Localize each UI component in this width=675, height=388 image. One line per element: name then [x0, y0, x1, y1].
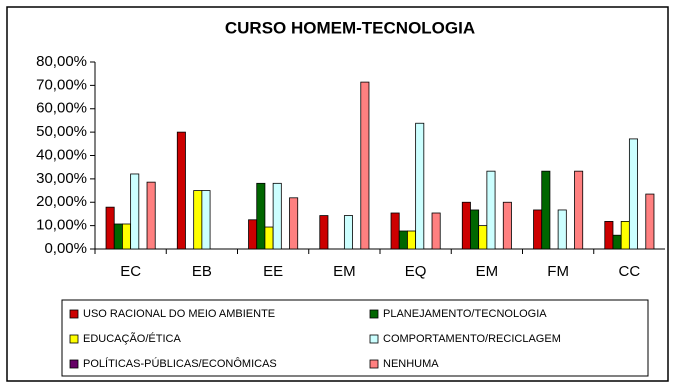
legend-label: NENHUMA	[383, 358, 439, 370]
bar	[533, 209, 543, 250]
x-tick-label: EC	[120, 263, 141, 280]
legend-label: EDUCAÇÃO/ÉTICA	[83, 332, 181, 345]
bar	[289, 197, 299, 250]
y-tick-label: 0,00%	[44, 240, 87, 257]
bar	[398, 230, 408, 250]
bar	[478, 225, 488, 250]
bar	[604, 221, 614, 250]
bar	[407, 230, 417, 250]
bar	[645, 193, 655, 250]
legend-swatch	[369, 334, 379, 344]
bar	[470, 209, 480, 250]
chart-title: CURSO HOMEM-TECNOLOGIA	[225, 18, 475, 37]
bar	[146, 181, 156, 250]
bar	[264, 226, 274, 250]
bar	[486, 170, 496, 250]
bar	[620, 221, 630, 250]
bar	[176, 131, 186, 250]
bar	[541, 170, 551, 250]
y-tick-label: 70,00%	[36, 76, 87, 93]
bar	[256, 182, 266, 250]
legend-box	[61, 299, 649, 377]
legend-label: PLANEJAMENTO/TECNOLOGIA	[383, 308, 547, 320]
y-tick-label: 20,00%	[36, 193, 87, 210]
bar	[390, 212, 400, 250]
legend-label: POLÍTICAS-PÚBLICAS/ECONÔMICAS	[83, 357, 277, 370]
bar	[502, 201, 512, 250]
bar	[201, 190, 211, 250]
y-tick-label: 10,00%	[36, 217, 87, 234]
legend-swatch	[69, 334, 79, 344]
bar	[113, 223, 123, 250]
bar	[431, 212, 441, 250]
legend-swatch	[69, 309, 79, 319]
bar	[557, 209, 567, 250]
x-tick-label: EQ	[405, 263, 427, 280]
legend-swatch	[369, 359, 379, 369]
bar	[105, 206, 115, 250]
legend-swatch	[369, 309, 379, 319]
bar	[248, 219, 258, 250]
bar	[193, 190, 203, 250]
y-tick-label: 30,00%	[36, 170, 87, 187]
bar	[574, 170, 584, 250]
bar	[122, 223, 132, 250]
bar	[415, 122, 425, 250]
x-tick-label: EE	[263, 263, 283, 280]
legend-swatch	[69, 359, 79, 369]
bar	[628, 138, 638, 250]
x-tick-label: EM	[476, 263, 499, 280]
y-tick-label: 80,00%	[36, 53, 87, 70]
x-tick-label: CC	[619, 263, 641, 280]
y-tick-label: 60,00%	[36, 100, 87, 117]
y-tick-label: 50,00%	[36, 123, 87, 140]
bar	[360, 81, 370, 250]
bar	[461, 201, 471, 250]
x-tick-label: EM	[333, 263, 356, 280]
bar	[130, 173, 140, 250]
x-tick-label: FM	[547, 263, 569, 280]
x-tick-label: EB	[192, 263, 212, 280]
bar	[612, 234, 622, 250]
legend-label: USO RACIONAL DO MEIO AMBIENTE	[83, 308, 275, 320]
bar	[272, 182, 282, 250]
bar	[319, 215, 329, 250]
bar	[343, 215, 353, 250]
y-tick-label: 40,00%	[36, 146, 87, 163]
legend-label: COMPORTAMENTO/RECICLAGEM	[383, 333, 561, 345]
